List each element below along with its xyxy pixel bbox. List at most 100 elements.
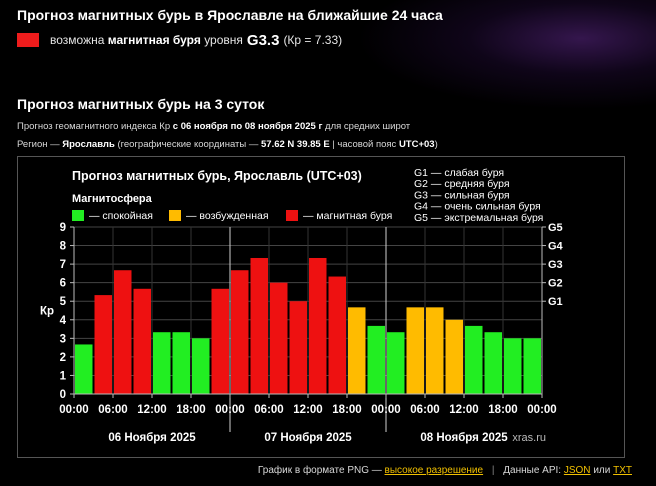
x-tick-label: 00:00: [215, 404, 244, 416]
y-axis-label: Кр: [40, 306, 54, 318]
g-legend-item: G5 — экстремальная буря: [414, 212, 543, 224]
y-tick-label: 0: [60, 389, 66, 401]
legend-label: — возбужденная: [186, 210, 269, 222]
x-tick-label: 06:00: [98, 404, 127, 416]
day-label: 06 Ноября 2025: [108, 432, 196, 444]
kp-bar: [387, 332, 405, 394]
json-link[interactable]: JSON: [563, 465, 591, 476]
kp-bar: [445, 319, 463, 394]
y-tick-label: 5: [60, 296, 67, 308]
legend-label: — магнитная буря: [303, 210, 392, 222]
legend-title: Магнитосфера: [72, 193, 153, 205]
g-legend-item: G4 — очень сильная буря: [414, 201, 541, 213]
section-title: Прогноз магнитных бурь на 3 суток: [17, 96, 265, 112]
kp-bar: [270, 282, 288, 394]
paren-close: ): [434, 139, 438, 150]
x-tick-label: 12:00: [293, 404, 322, 416]
g-tick-label: G1: [548, 296, 563, 308]
status-storm: магнитная буря: [107, 33, 201, 47]
g-legend-item: G3 — сильная буря: [414, 189, 510, 201]
legend-swatch: [286, 210, 298, 221]
kp-bar: [211, 288, 229, 394]
kp-bar: [289, 301, 307, 394]
y-tick-label: 1: [60, 370, 67, 382]
day-label: 07 Ноября 2025: [264, 432, 352, 444]
kp-bar: [250, 257, 268, 394]
kp-bar: [484, 332, 502, 394]
current-status: возможна магнитная буря уровня G3.3 (Кр = …: [17, 31, 342, 49]
x-tick-label: 12:00: [137, 404, 166, 416]
desc-dates: с 06 ноября по 08 ноября 2025 г: [172, 121, 323, 132]
x-tick-label: 18:00: [332, 404, 361, 416]
region-description: Регион — Ярославль (географические коорд…: [17, 139, 438, 150]
footer-png-text: График в формате PNG —: [257, 465, 382, 476]
kp-bar: [94, 295, 112, 394]
kp-bar: [367, 325, 385, 394]
forecast-description: Прогноз геомагнитного индекса Кр с 06 но…: [17, 121, 410, 132]
footer: График в формате PNG — высокое разрешени…: [258, 465, 632, 476]
g-tick-label: G5: [548, 222, 563, 234]
desc-text: Прогноз геомагнитного индекса Кр: [17, 121, 171, 132]
kp-bar: [348, 307, 366, 394]
watermark: xras.ru: [512, 432, 546, 444]
timezone-value: UTC+03: [398, 139, 435, 150]
kp-bar: [133, 288, 151, 394]
kp-bar: [114, 270, 132, 394]
status-color-swatch: [17, 33, 39, 47]
y-tick-label: 2: [60, 352, 66, 364]
y-tick-label: 9: [60, 222, 66, 234]
kp-chart-panel: Прогноз магнитных бурь, Ярославль (UTC+0…: [17, 156, 625, 458]
kp-bar: [231, 270, 249, 394]
y-tick-label: 7: [60, 259, 66, 271]
g-legend-item: G2 — средняя буря: [414, 178, 510, 190]
legend-swatch: [169, 210, 181, 221]
x-tick-label: 00:00: [527, 404, 556, 416]
kp-bar: [153, 332, 171, 394]
x-tick-label: 00:00: [371, 404, 400, 416]
region-label: Регион —: [17, 139, 60, 150]
kp-bar: [406, 307, 424, 394]
footer-or: или: [593, 465, 611, 476]
region-name: Ярославль: [62, 139, 115, 150]
y-tick-label: 8: [60, 241, 67, 253]
chart-title: Прогноз магнитных бурь, Ярославль (UTC+0…: [72, 169, 362, 183]
g-tick-label: G2: [548, 278, 563, 290]
timezone-label: | часовой пояс: [332, 139, 397, 150]
day-label: 08 Ноября 2025: [420, 432, 508, 444]
x-tick-label: 06:00: [410, 404, 439, 416]
x-tick-label: 06:00: [254, 404, 283, 416]
legend-label: — спокойная: [89, 210, 153, 222]
status-prefix: возможна: [50, 33, 105, 47]
x-tick-label: 18:00: [488, 404, 517, 416]
txt-link[interactable]: TXT: [613, 465, 632, 476]
x-tick-label: 00:00: [59, 404, 88, 416]
y-tick-label: 4: [60, 315, 67, 327]
legend-swatch: [72, 210, 84, 221]
g-tick-label: G3: [548, 259, 563, 271]
kp-bar: [309, 257, 327, 394]
footer-api-text: Данные API:: [503, 465, 562, 476]
kp-bar: [192, 338, 210, 394]
g-tick-label: G4: [548, 241, 564, 253]
high-resolution-link[interactable]: высокое разрешение: [384, 465, 484, 476]
kp-chart: Прогноз магнитных бурь, Ярославль (UTC+0…: [40, 167, 564, 444]
x-tick-label: 18:00: [176, 404, 205, 416]
status-word: уровня: [204, 33, 243, 47]
coords-label: (географические координаты —: [117, 139, 259, 150]
kp-bar: [465, 325, 483, 394]
kp-bar: [523, 338, 541, 394]
kp-bar: [172, 332, 190, 394]
coords-value: 57.62 N 39.85 E: [261, 139, 330, 150]
page-title: Прогноз магнитных бурь в Ярославле на бл…: [17, 7, 443, 23]
kp-bar: [504, 338, 522, 394]
kp-bar: [328, 276, 346, 394]
y-tick-label: 6: [60, 278, 66, 290]
kp-bar: [75, 344, 93, 394]
g-legend-item: G1 — слабая буря: [414, 167, 504, 179]
y-tick-label: 3: [60, 333, 66, 345]
x-tick-label: 12:00: [449, 404, 478, 416]
status-level: G3.3: [246, 31, 280, 49]
footer-separator: |: [491, 465, 495, 476]
kp-bar: [426, 307, 444, 394]
desc-text: для средних широт: [325, 121, 411, 132]
